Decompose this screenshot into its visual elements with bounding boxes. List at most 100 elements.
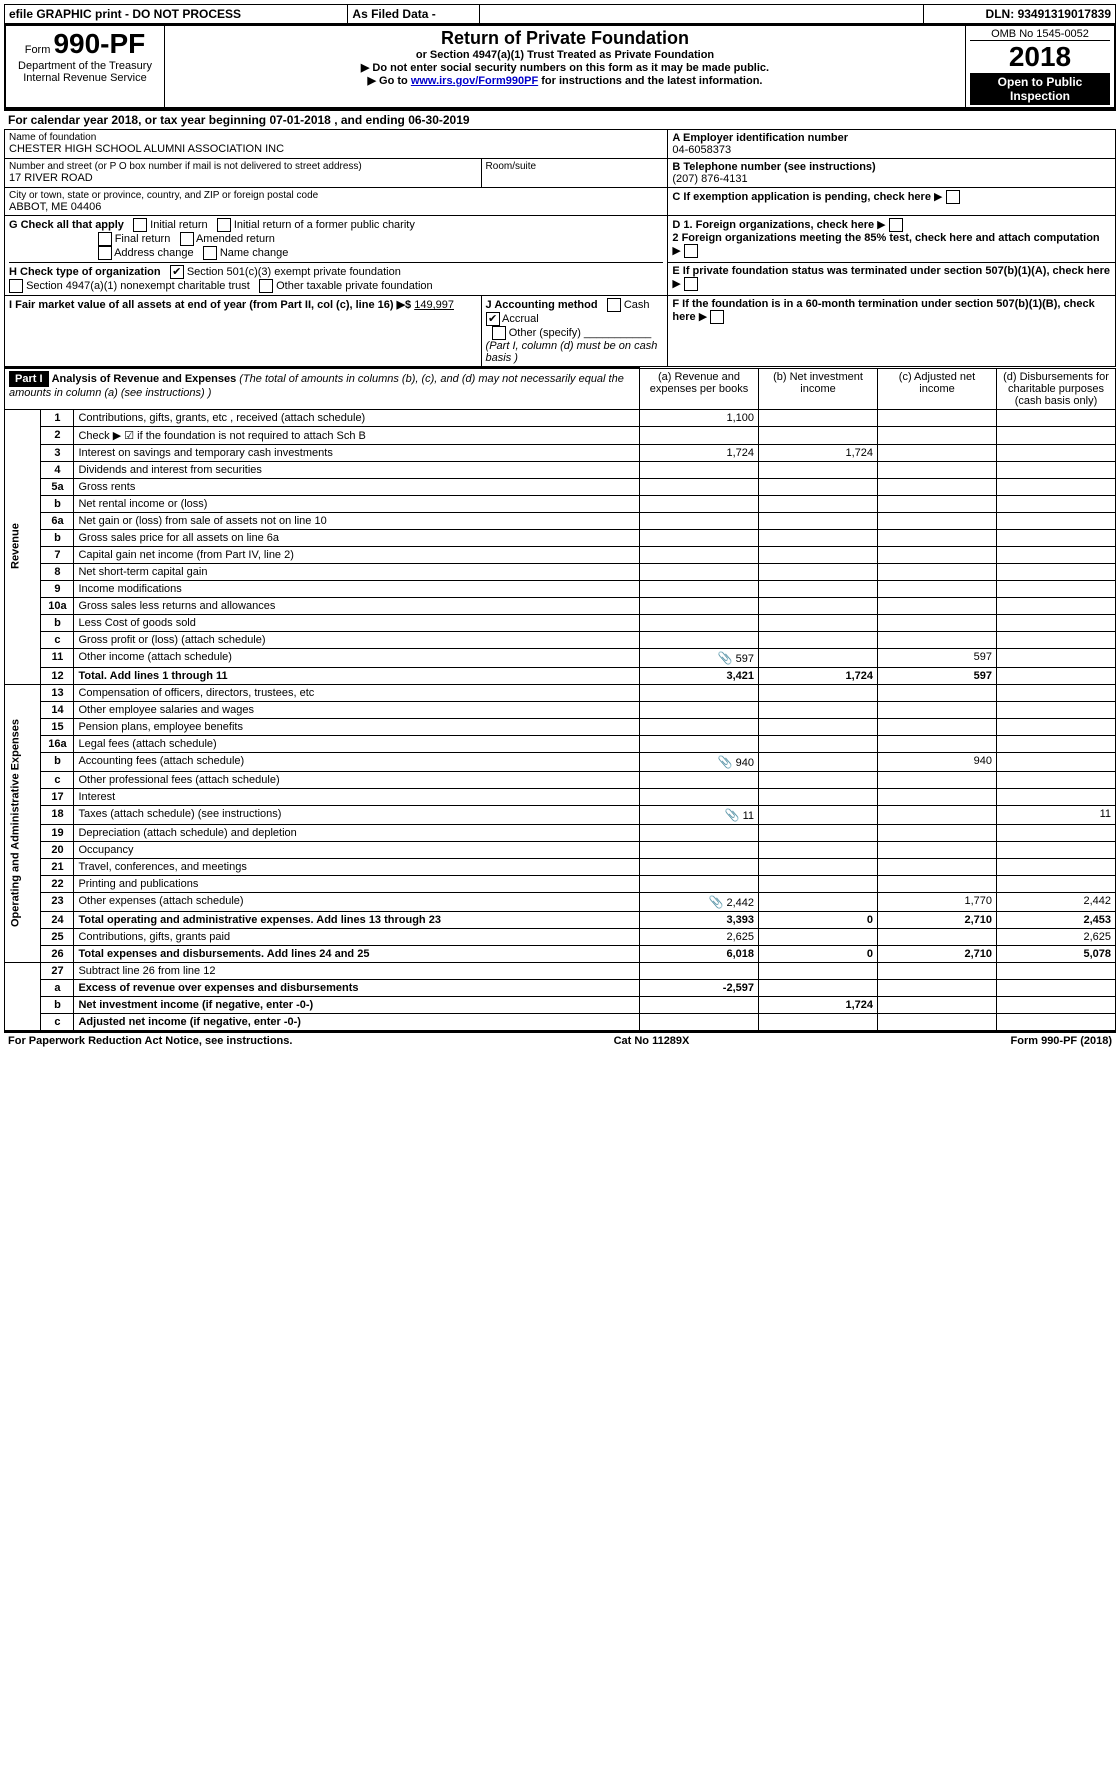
line-description: Travel, conferences, and meetings	[74, 858, 640, 875]
street-cell: Number and street (or P O box number if …	[5, 159, 482, 188]
other-method-checkbox[interactable]	[492, 326, 506, 340]
initial-return-checkbox[interactable]	[133, 218, 147, 232]
col-a-value	[640, 546, 759, 563]
box-f-cell: F If the foundation is in a 60-month ter…	[668, 296, 1116, 367]
paperclip-icon[interactable]	[718, 653, 733, 665]
4947a1-checkbox[interactable]	[9, 279, 23, 293]
former-public-charity-checkbox[interactable]	[217, 218, 231, 232]
col-a-value	[640, 701, 759, 718]
phone-cell: B Telephone number (see instructions) (2…	[668, 159, 1116, 188]
table-row: 15Pension plans, employee benefits	[5, 718, 1116, 735]
foreign-85-checkbox[interactable]	[684, 244, 698, 258]
col-b-value: 0	[759, 911, 878, 928]
col-a-value	[640, 563, 759, 580]
col-d-value	[997, 409, 1116, 426]
col-c-value	[878, 478, 997, 495]
col-b-value	[759, 684, 878, 701]
line-description: Legal fees (attach schedule)	[74, 735, 640, 752]
irs-link[interactable]: www.irs.gov/Form990PF	[411, 75, 538, 87]
table-row: 19Depreciation (attach schedule) and dep…	[5, 824, 1116, 841]
efile-notice: efile GRAPHIC print - DO NOT PROCESS	[5, 5, 348, 24]
col-b-value	[759, 529, 878, 546]
line-description: Net gain or (loss) from sale of assets n…	[74, 512, 640, 529]
paperwork-notice: For Paperwork Reduction Act Notice, see …	[8, 1035, 292, 1047]
col-a-value	[640, 580, 759, 597]
line-description: Gross profit or (loss) (attach schedule)	[74, 631, 640, 648]
table-row: 22Printing and publications	[5, 875, 1116, 892]
paperclip-icon[interactable]	[708, 897, 723, 909]
address-change-checkbox[interactable]	[98, 246, 112, 260]
catalog-number: Cat No 11289X	[614, 1035, 690, 1047]
col-d-value	[997, 735, 1116, 752]
paperclip-icon[interactable]	[725, 810, 740, 822]
line-description: Printing and publications	[74, 875, 640, 892]
col-b-value	[759, 512, 878, 529]
col-a-value	[640, 824, 759, 841]
col-d-value	[997, 788, 1116, 805]
ein-cell: A Employer identification number 04-6058…	[668, 130, 1116, 159]
dln-cell: DLN: 93491319017839	[924, 5, 1116, 24]
col-d-value	[997, 546, 1116, 563]
col-c-value	[878, 701, 997, 718]
table-row: bGross sales price for all assets on lin…	[5, 529, 1116, 546]
col-b-value	[759, 858, 878, 875]
col-c-value	[878, 409, 997, 426]
form-prefix: Form	[25, 44, 51, 56]
line-description: Other professional fees (attach schedule…	[74, 771, 640, 788]
paperclip-icon[interactable]	[718, 757, 733, 769]
goto-line: ▶ Go to www.irs.gov/Form990PF for instru…	[169, 74, 961, 87]
line-number: 14	[41, 701, 74, 718]
line-number: b	[41, 996, 74, 1013]
line-description: Adjusted net income (if negative, enter …	[74, 1013, 640, 1030]
col-c-value	[878, 684, 997, 701]
foreign-org-checkbox[interactable]	[889, 218, 903, 232]
col-a-value	[640, 718, 759, 735]
col-a-header: (a) Revenue and expenses per books	[640, 368, 759, 409]
col-d-value	[997, 718, 1116, 735]
line-number: 23	[41, 892, 74, 911]
col-d-value	[997, 478, 1116, 495]
col-a-value	[640, 461, 759, 478]
line-number: 1	[41, 409, 74, 426]
line-number: 20	[41, 841, 74, 858]
amended-return-checkbox[interactable]	[180, 232, 194, 246]
col-c-value	[878, 771, 997, 788]
col-b-header: (b) Net investment income	[759, 368, 878, 409]
line-number: 25	[41, 928, 74, 945]
line-number: 15	[41, 718, 74, 735]
status-terminated-checkbox[interactable]	[684, 277, 698, 291]
header-center: Return of Private Foundation or Section …	[165, 25, 966, 108]
line-number: 27	[41, 962, 74, 979]
col-b-value	[759, 892, 878, 911]
col-a-value	[640, 771, 759, 788]
name-change-checkbox[interactable]	[203, 246, 217, 260]
col-b-value	[759, 495, 878, 512]
col-d-header: (d) Disbursements for charitable purpose…	[997, 368, 1116, 409]
line-number: 24	[41, 911, 74, 928]
box-c-checkbox[interactable]	[946, 190, 960, 204]
section-label	[5, 962, 41, 1030]
line-description: Depreciation (attach schedule) and deple…	[74, 824, 640, 841]
60-month-checkbox[interactable]	[710, 310, 724, 324]
cash-checkbox[interactable]	[607, 298, 621, 312]
col-b-value	[759, 979, 878, 996]
table-row: bNet rental income or (loss)	[5, 495, 1116, 512]
line-description: Interest on savings and temporary cash i…	[74, 444, 640, 461]
line-description: Total operating and administrative expen…	[74, 911, 640, 928]
accrual-checkbox[interactable]: ✔	[486, 312, 500, 326]
other-taxable-checkbox[interactable]	[259, 279, 273, 293]
col-c-value	[878, 444, 997, 461]
col-b-value	[759, 631, 878, 648]
col-d-value	[997, 444, 1116, 461]
final-return-checkbox[interactable]	[98, 232, 112, 246]
col-a-value	[640, 858, 759, 875]
col-b-value: 1,724	[759, 444, 878, 461]
501c3-checkbox[interactable]: ✔	[170, 265, 184, 279]
col-c-value: 2,710	[878, 911, 997, 928]
line-description: Net investment income (if negative, ente…	[74, 996, 640, 1013]
col-a-value	[640, 788, 759, 805]
col-a-value: 11	[640, 805, 759, 824]
col-a-value	[640, 426, 759, 444]
col-d-value	[997, 979, 1116, 996]
form-number: 990-PF	[53, 28, 145, 59]
